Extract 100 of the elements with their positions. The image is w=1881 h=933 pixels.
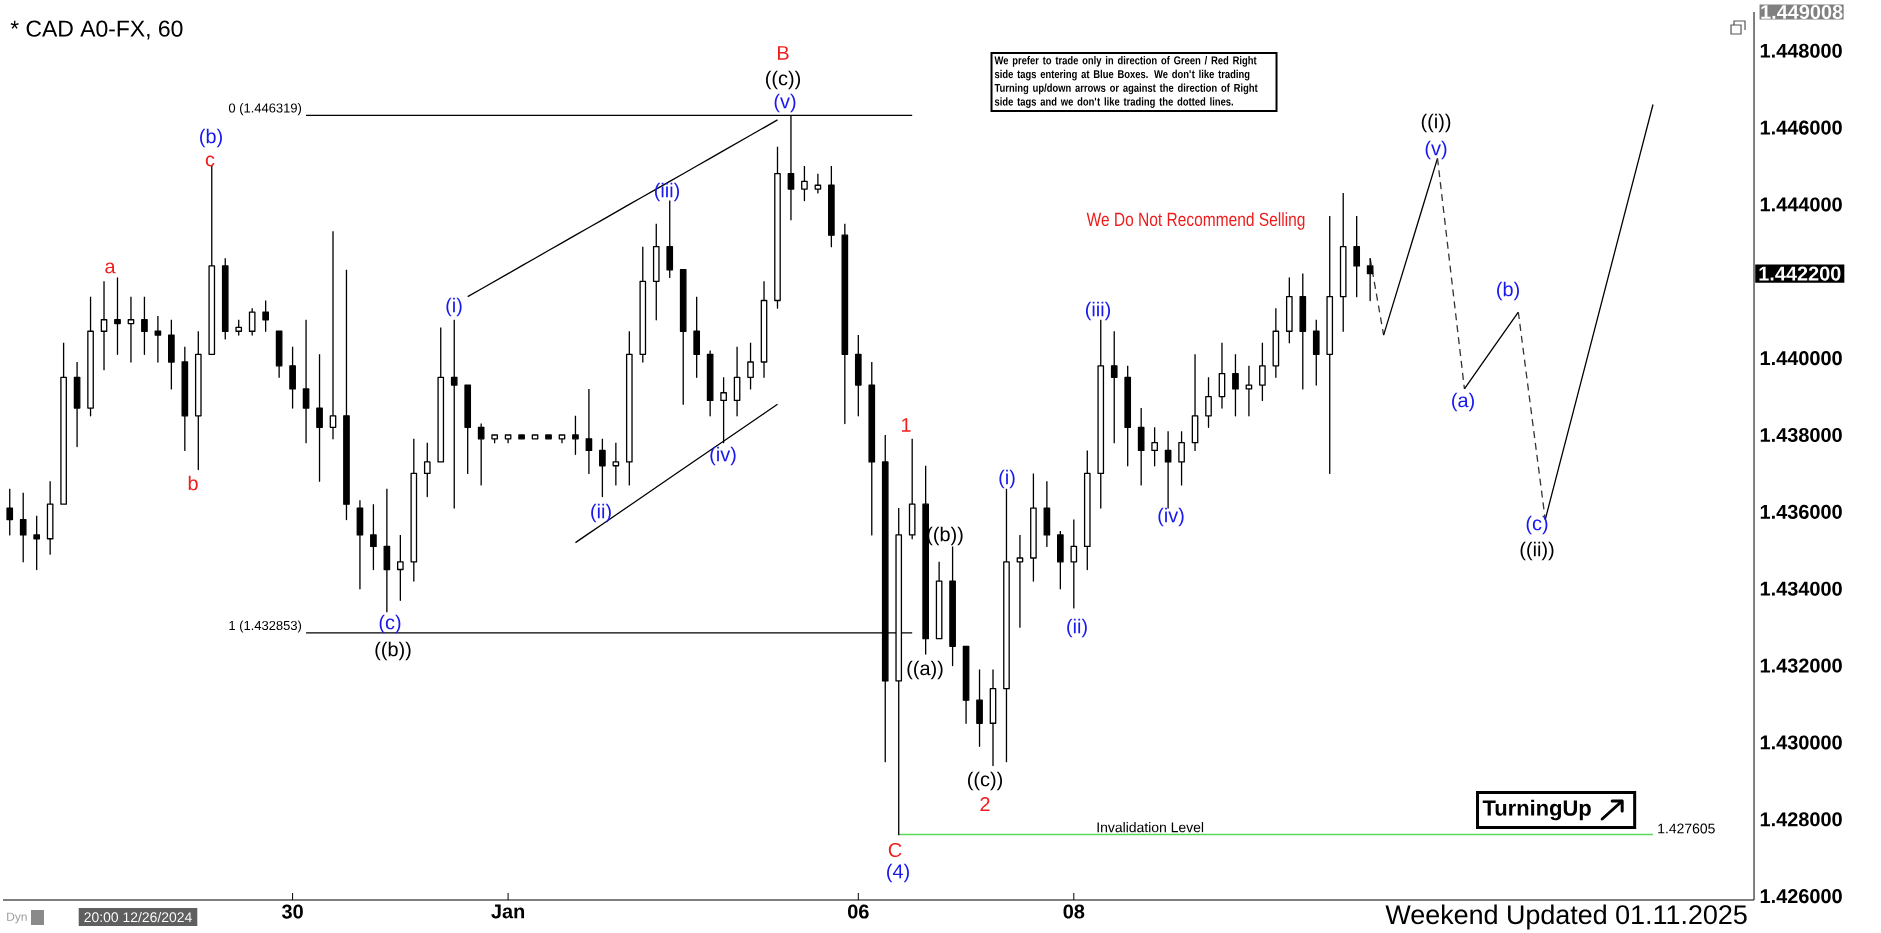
candlestick [1151,426,1158,467]
data-label: 1.427605 [1658,823,1715,834]
annotation: (iv) [710,446,736,466]
annotation: ((ii)) [1520,541,1554,561]
candlestick [841,223,849,425]
candlestick [1110,330,1118,444]
annotation: (ii) [1067,618,1087,638]
x-tick-label: 08 [1063,904,1085,919]
candlestick [1259,342,1266,402]
candlestick [1003,488,1010,763]
candlestick [585,388,593,475]
text: Weekend Updated 01.11.2025 [1385,904,1747,930]
candlestick [383,488,391,613]
candlestick [370,503,377,571]
candlestick [60,342,67,505]
y-tick-label: 1.434000 [1760,581,1842,596]
annotation: (b) [1497,281,1519,301]
candlestick [558,434,566,444]
y-tick-label: 1.444000 [1760,197,1842,212]
candlestick [221,257,229,340]
candlestick [935,561,943,640]
candlestick [450,319,458,509]
candlestick [868,361,876,536]
candlestick [423,442,431,498]
annotation: C [888,842,902,858]
candlestick [612,442,620,486]
annotation: 2 [980,797,990,811]
annotation: ((c)) [765,70,801,90]
x-tick-label: Jan [491,904,525,919]
annotation: 1 [901,418,911,432]
candlestick [262,299,269,332]
candlestick [962,645,970,724]
candlestick [1205,376,1212,428]
candlestick [1043,480,1051,548]
annotation: TurningUp [1482,799,1591,821]
chart-title: * CAD A0-FX, 60 [10,20,183,40]
candlestick [949,545,956,667]
candlestick [100,280,108,371]
annotation: (iii) [654,182,680,202]
candlestick [545,434,552,440]
candlestick [1218,342,1226,409]
candlestick [1366,257,1374,302]
annotation: b [188,475,198,491]
text: Dyn [7,912,27,924]
annotation: (v) [1425,140,1447,160]
candlestick [1232,353,1239,417]
annotation: B [778,46,789,60]
y-tick-label: 1.440000 [1760,351,1842,366]
candlestick [760,280,768,379]
candlestick [127,296,135,363]
annotation: We Do Not Recommend Selling [1086,212,1305,230]
candlestick [801,165,808,202]
candlestick [1285,276,1293,344]
candlestick [329,230,337,440]
series-label: 0 (1.446319) [228,103,302,116]
candlestick [1178,430,1185,486]
series-label: 1 (1.432853) [229,620,302,633]
candlestick [1326,215,1334,475]
y-tick-label: 1.430000 [1760,735,1842,750]
candlestick [922,465,929,655]
candlestick [1057,530,1064,590]
y-tick-label: 1.446000 [1760,120,1842,135]
candlestick [706,349,714,417]
candlestick [1124,365,1132,467]
candlestick [828,165,835,248]
annotation: ((a)) [907,660,943,680]
candlestick [19,492,27,563]
candlestick [1083,449,1091,571]
candlestick [302,319,310,444]
candlestick [1070,518,1078,609]
y-tick-label: 1.448000 [1760,43,1842,58]
candlestick [181,345,189,452]
candlestick [289,345,296,409]
candlestick [437,326,445,463]
candlestick [693,296,701,379]
x-tick-label: 30 [281,904,303,919]
candlestick [168,319,175,390]
candlestick [154,315,162,363]
annotation: c [205,155,215,167]
text: 1.442200 [1759,266,1841,281]
candlestick [410,438,418,582]
y-tick-label: 1.449008 [1761,4,1843,20]
candlestick [491,434,498,444]
candlestick [316,353,323,482]
annotation: ((c)) [968,771,1003,791]
candlestick [1164,430,1172,509]
candlestick [114,276,121,355]
x-tick-label: 06 [848,904,869,919]
candlestick [1137,407,1145,486]
candlestick [1030,472,1037,582]
candlestick [1016,534,1024,628]
annotation: ((i)) [1421,113,1451,133]
annotation: (b) [200,128,222,148]
candlestick [989,668,997,767]
annotation: (c) [1526,515,1548,535]
annotation: (iv) [1158,507,1184,527]
candlestick [572,415,579,455]
candlestick [208,165,216,355]
y-tick-label: 1.436000 [1760,504,1842,519]
candlestick [1191,353,1199,452]
